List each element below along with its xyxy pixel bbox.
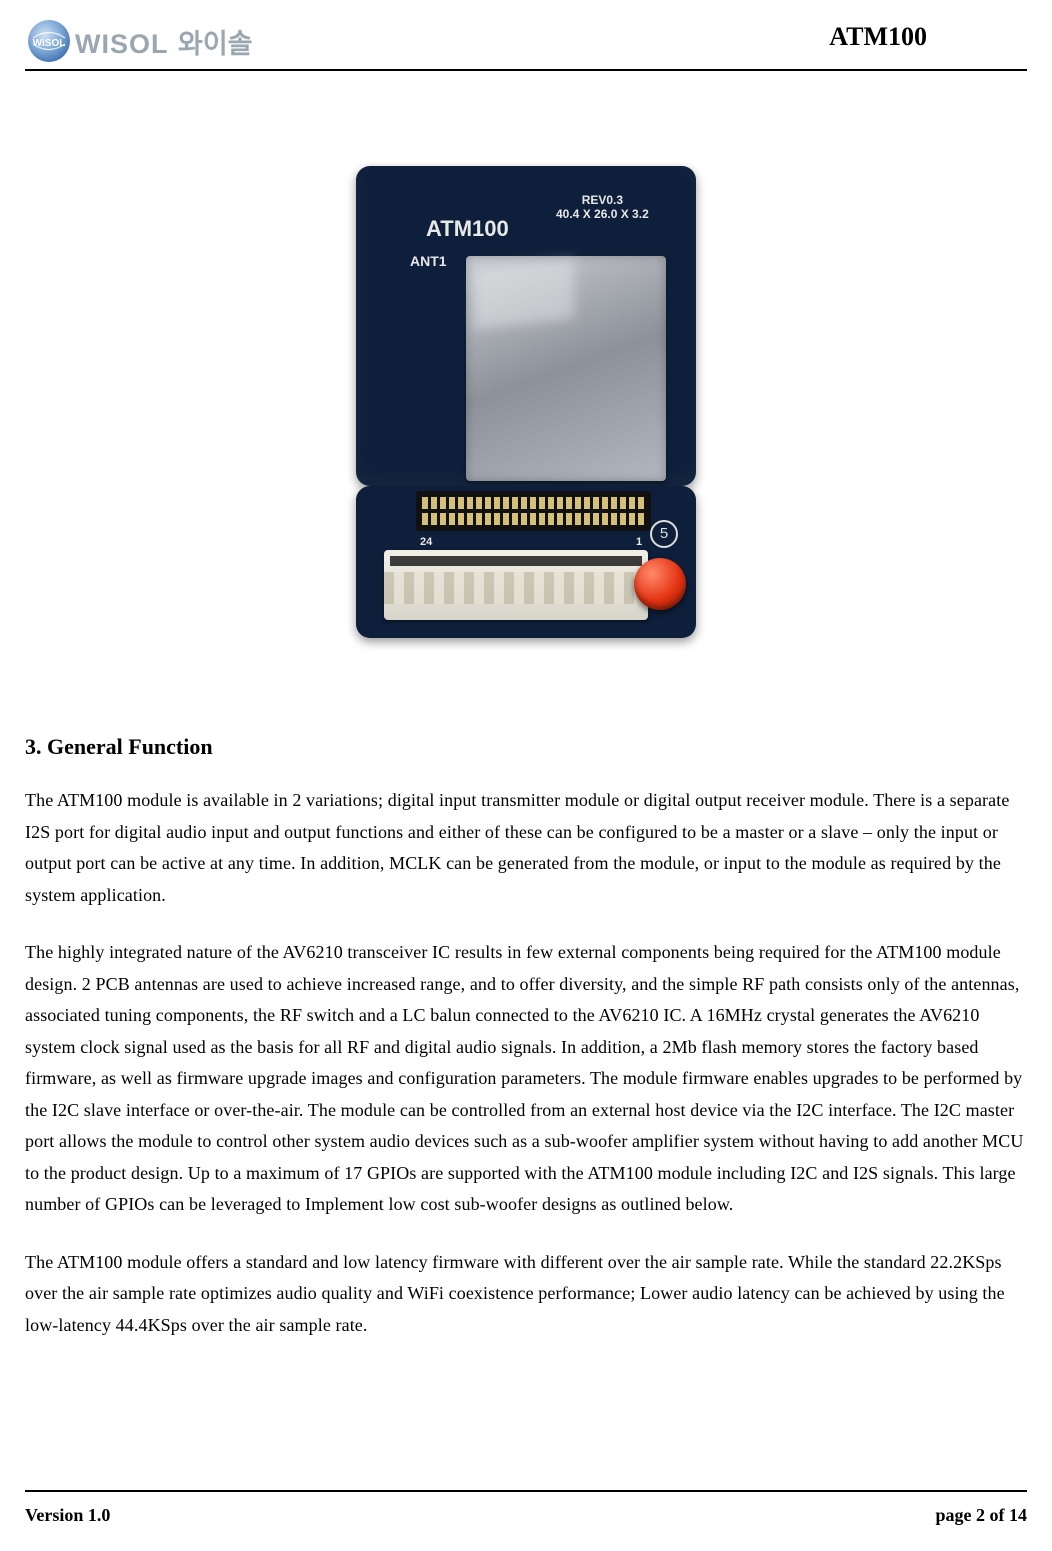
footer-version: Version 1.0 xyxy=(25,1500,110,1531)
brand-logo: WiSOL WISOL 와이솔 xyxy=(25,15,255,65)
page-footer: Version 1.0 page 2 of 14 xyxy=(25,1490,1027,1531)
pin-header xyxy=(416,491,651,531)
rf-shield xyxy=(466,256,666,481)
document-body: 3. General Function The ATM100 module is… xyxy=(25,728,1027,1367)
paragraph-2: The highly integrated nature of the AV62… xyxy=(25,937,1027,1221)
marker-5: 5 xyxy=(650,520,678,548)
ffc-connector xyxy=(384,550,648,620)
doc-title: ATM100 xyxy=(829,15,1027,65)
page-header: WiSOL WISOL 와이솔 ATM100 xyxy=(25,15,1027,71)
svg-text:WISOL: WISOL xyxy=(75,29,169,59)
pcb-silk-rev: REV0.3 40.4 X 26.0 X 3.2 xyxy=(556,194,649,222)
pin-label-right: 1 xyxy=(636,533,642,552)
paragraph-3: The ATM100 module offers a standard and … xyxy=(25,1247,1027,1342)
pin-label-left: 24 xyxy=(420,533,432,552)
svg-text:와이솔: 와이솔 xyxy=(178,29,253,59)
red-button xyxy=(634,558,686,610)
svg-text:WiSOL: WiSOL xyxy=(33,38,66,49)
pcb-rev-line1: REV0.3 xyxy=(556,194,649,208)
section-heading: 3. General Function xyxy=(25,728,1027,765)
pcb-silk-title: ATM100 xyxy=(426,210,509,247)
footer-page: page 2 of 14 xyxy=(936,1500,1028,1531)
wisol-logo-icon: WiSOL WISOL 와이솔 xyxy=(25,15,255,65)
paragraph-1: The ATM100 module is available in 2 vari… xyxy=(25,785,1027,911)
pcb-rev-line2: 40.4 X 26.0 X 3.2 xyxy=(556,208,649,222)
product-figure: ATM100 ANT1 ANT2 REV0.3 40.4 X 26.0 X 3.… xyxy=(25,71,1027,728)
pcb-silk-ant1: ANT1 xyxy=(410,250,447,274)
pcb-illustration: ATM100 ANT1 ANT2 REV0.3 40.4 X 26.0 X 3.… xyxy=(356,166,696,638)
